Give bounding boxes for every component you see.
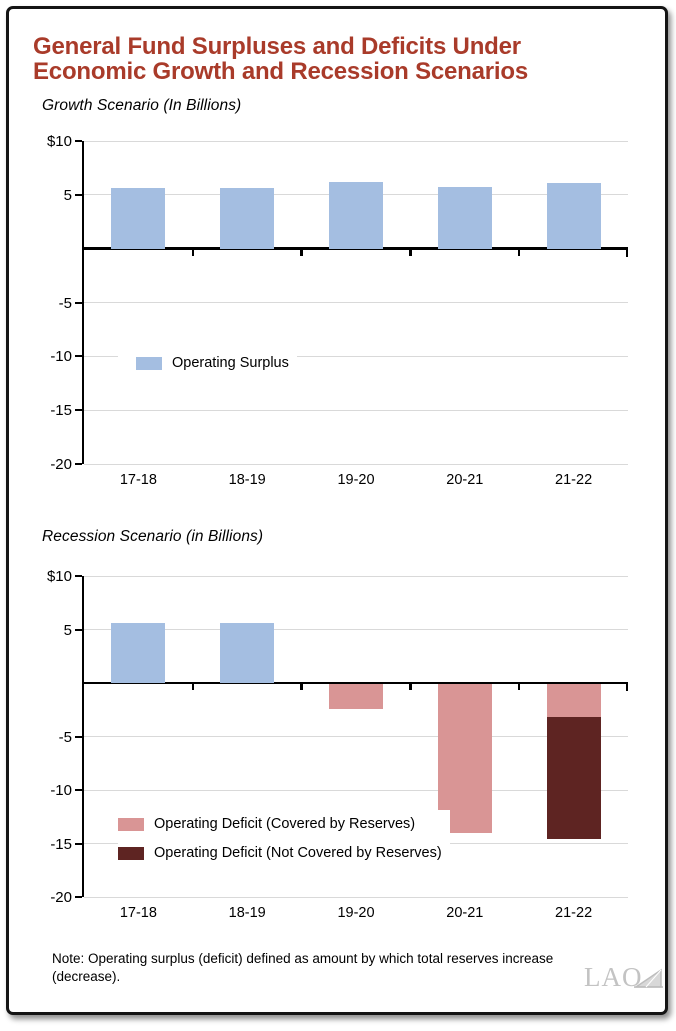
gridline <box>84 629 628 630</box>
y-tick-label: -20 <box>50 456 72 473</box>
y-tick-label: -10 <box>50 782 72 799</box>
growth-chart-plot-area: $10 5 -5 -10 -15 -20 17-18 18-19 19-20 20-21 21-22 <box>47 133 628 488</box>
bar-21-22-operating-deficit-covered-by-reserves <box>546 684 601 718</box>
zero-axis-line <box>84 247 628 250</box>
x-axis-end-tick <box>625 683 628 691</box>
y-tick-label: -15 <box>50 835 72 853</box>
lao-logo: LAO <box>584 962 664 993</box>
y-tick-label: -15 <box>50 402 72 420</box>
x-tick-label: 21-22 <box>555 905 593 921</box>
gridline <box>84 463 628 465</box>
y-axis-tick <box>75 789 82 791</box>
x-axis-end-tick <box>625 248 628 257</box>
legend-label: Operating Deficit (Not Covered by Reserv… <box>154 845 442 861</box>
growth-chart-legend: Operating Surplus <box>118 349 297 377</box>
operating-surplus-swatch-icon <box>136 356 162 370</box>
x-axis-tick <box>191 249 195 256</box>
gridline <box>84 896 628 898</box>
y-tick-label: -10 <box>50 348 72 366</box>
x-axis-tick <box>300 684 303 691</box>
recession-chart-subtitle: Recession Scenario (in Billions) <box>42 528 264 545</box>
bar-21-22-operating-surplus <box>546 182 601 249</box>
y-tick-label: $10 <box>46 133 72 150</box>
y-axis-tick <box>75 842 82 845</box>
x-axis-tick <box>409 684 412 691</box>
figure-canvas: General Fund Surpluses and Deficits Unde… <box>6 6 676 1031</box>
y-axis-tick <box>75 463 82 465</box>
bar-18-19-operating-surplus <box>220 623 275 683</box>
page-title-line1: General Fund Surpluses and Deficits Unde… <box>33 33 521 60</box>
x-axis-tick <box>517 684 521 691</box>
gridline <box>84 736 628 737</box>
bar-17-18-operating-surplus <box>111 188 166 249</box>
y-tick-label: 5 <box>63 621 72 639</box>
legend-label: Operating Surplus <box>172 355 289 371</box>
x-tick-label: 20-21 <box>446 905 484 921</box>
y-axis-tick <box>75 409 82 412</box>
y-axis-tick <box>75 140 82 142</box>
bar-19-20-operating-deficit-covered-by-reserves <box>329 684 383 709</box>
y-tick-label: 5 <box>63 186 72 204</box>
zero-axis-line <box>84 681 628 685</box>
page-title: General Fund Surpluses and Deficits Unde… <box>33 34 653 84</box>
x-axis-tick <box>409 249 412 256</box>
bar-20-21-operating-deficit-covered-by-reserves <box>437 684 492 833</box>
legend-label: Operating Deficit (Covered by Reserves) <box>154 816 416 832</box>
bar-19-20-operating-surplus <box>329 181 383 249</box>
page-title-line2: Economic Growth and Recession Scenarios <box>33 58 529 85</box>
report-figure-frame: General Fund Surpluses and Deficits Unde… <box>6 6 668 1015</box>
gridline <box>84 140 628 142</box>
deficit-covered-swatch-icon <box>118 817 144 831</box>
bar-17-18-operating-surplus <box>111 623 166 683</box>
x-tick-label: 20-21 <box>446 472 484 488</box>
y-axis-tick <box>75 896 82 898</box>
x-tick-label: 19-20 <box>337 472 375 488</box>
x-axis-tick <box>517 249 521 256</box>
x-tick-label: 18-19 <box>228 905 266 921</box>
gridline <box>84 355 628 357</box>
y-tick-label: -5 <box>58 294 72 312</box>
y-axis-tick <box>75 735 82 738</box>
x-tick-label: 17-18 <box>119 905 157 921</box>
x-tick-label: 17-18 <box>119 472 157 488</box>
footnote: Note: Operating surplus (deficit) define… <box>52 951 554 984</box>
recession-chart-legend: Operating Deficit (Covered by Reserves) … <box>118 810 450 867</box>
legend-row: Operating Surplus <box>118 355 289 371</box>
y-axis-tick <box>75 355 82 358</box>
x-axis-tick <box>191 684 195 691</box>
bar-20-21-operating-surplus <box>437 187 492 249</box>
legend-row: Operating Deficit (Covered by Reserves) <box>118 816 442 832</box>
gridline <box>84 302 628 303</box>
x-tick-label: 18-19 <box>228 472 266 488</box>
y-axis-line <box>81 576 84 897</box>
y-axis-line <box>81 141 84 464</box>
deficit-not-covered-swatch-icon <box>118 846 144 860</box>
x-tick-label: 19-20 <box>337 905 375 921</box>
y-axis-tick <box>75 193 82 196</box>
growth-chart-subtitle: Growth Scenario (In Billions) <box>42 97 242 114</box>
y-tick-label: -20 <box>50 889 72 906</box>
x-axis-tick <box>300 249 303 256</box>
y-tick-label: $10 <box>46 568 72 585</box>
y-tick-label: -5 <box>58 728 72 746</box>
lao-logo-text: LAO <box>584 962 643 992</box>
gridline <box>84 575 628 577</box>
x-tick-label: 21-22 <box>555 472 593 488</box>
y-axis-tick <box>75 575 82 577</box>
gridline <box>84 789 628 791</box>
legend-row: Operating Deficit (Not Covered by Reserv… <box>118 845 442 861</box>
bar-18-19-operating-surplus <box>220 188 275 249</box>
bar-21-22-operating-deficit-not-covered-by-reserves <box>546 717 601 840</box>
y-axis-tick <box>75 628 82 631</box>
recession-chart-plot-area: $10 5 -5 -10 -15 -20 17-18 18-19 19-20 20-21 21-22 <box>47 568 628 921</box>
y-axis-tick <box>75 301 82 304</box>
lao-pointer-icon <box>633 968 663 988</box>
gridline <box>84 409 628 411</box>
